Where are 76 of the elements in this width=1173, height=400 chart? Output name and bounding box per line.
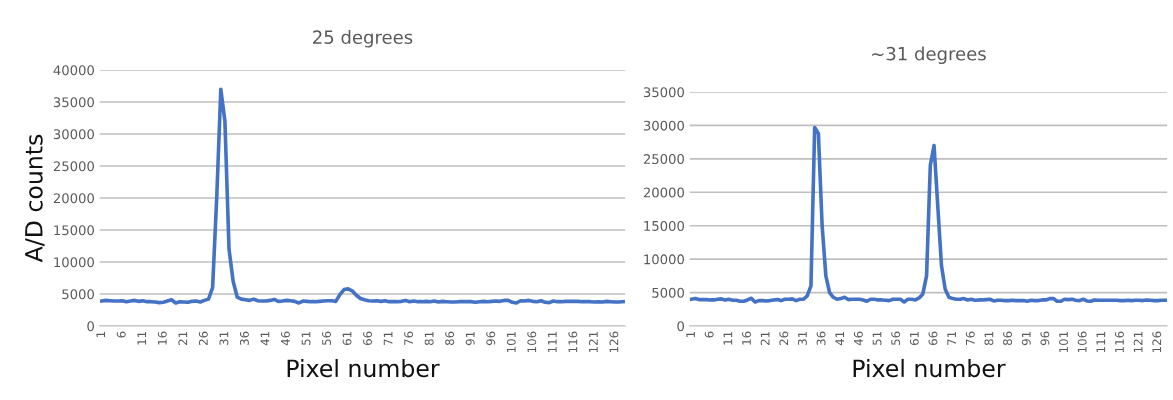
x-tick-label: 61 — [342, 331, 352, 346]
x-tick-label: 26 — [198, 331, 208, 346]
x-tick-label: 41 — [835, 331, 845, 346]
y-axis-title: A/D counts — [25, 134, 45, 263]
x-tick-label: 96 — [1040, 331, 1050, 346]
x-tick-label: 66 — [928, 331, 938, 346]
x-tick-label: 111 — [1096, 331, 1106, 353]
x-tick-label: 121 — [588, 331, 598, 353]
x-tick-label: 86 — [1003, 331, 1013, 346]
x-tick-label: 36 — [816, 331, 826, 345]
y-tick-label: 10000 — [54, 257, 94, 268]
y-tick-label: 0 — [677, 321, 684, 332]
x-tick-label: 71 — [947, 331, 956, 345]
x-tick-label: 81 — [424, 331, 434, 346]
x-tick-label: 71 — [383, 331, 393, 345]
x-tick-label: 101 — [1059, 331, 1068, 353]
y-tick-label: 30000 — [53, 129, 94, 140]
x-tick-label: 81 — [984, 331, 994, 346]
x-axis-title: Pixel number — [287, 358, 440, 378]
y-tick-label: 5000 — [652, 287, 684, 298]
y-tick-label: 20000 — [53, 193, 94, 204]
y-tick-label: 40000 — [53, 65, 94, 76]
y-tick-label: 25000 — [53, 161, 94, 172]
x-tick-label: 41 — [260, 331, 270, 346]
y-tick-label: 35000 — [643, 87, 684, 98]
x-tick-label: 36 — [239, 331, 249, 345]
x-tick-label: 126 — [1152, 331, 1162, 353]
x-tick-label: 61 — [909, 331, 919, 346]
line-series — [99, 87, 625, 305]
chart-title: ~31 degrees — [872, 46, 986, 65]
x-tick-label: 11 — [137, 331, 147, 345]
x-tick-label: 46 — [281, 331, 290, 346]
x-tick-label: 76 — [404, 331, 414, 345]
x-tick-label: 91 — [465, 331, 475, 346]
x-tick-label: 76 — [965, 331, 975, 345]
y-tick-label: 25000 — [643, 154, 684, 165]
x-tick-label: 26 — [779, 331, 789, 346]
x-tick-label: 126 — [609, 331, 619, 353]
x-tick-label: 51 — [872, 331, 882, 345]
x-tick-label: 106 — [1077, 331, 1087, 353]
y-tick-label: 15000 — [644, 220, 684, 231]
x-tick-label: 116 — [568, 331, 578, 353]
x-tick-label: 11 — [723, 331, 733, 345]
x-tick-label: 66 — [363, 331, 373, 346]
x-tick-label: 111 — [548, 331, 557, 353]
x-tick-label: 46 — [853, 331, 863, 346]
x-tick-label: 101 — [506, 331, 516, 353]
x-tick-label: 86 — [445, 331, 455, 346]
y-tick-label: 20000 — [643, 187, 684, 198]
y-tick-label: 10000 — [644, 254, 684, 265]
x-tick-label: 31 — [797, 331, 807, 345]
x-tick-label: 116 — [1115, 331, 1124, 353]
y-tick-label: 35000 — [53, 97, 94, 108]
x-tick-label: 16 — [157, 331, 167, 345]
y-tick-label: 0 — [87, 321, 94, 332]
line-series — [689, 125, 1168, 304]
y-tick-label: 30000 — [643, 120, 684, 131]
x-tick-label: 56 — [891, 331, 901, 345]
y-tick-label: 15000 — [54, 225, 94, 236]
x-tick-label: 51 — [301, 331, 311, 345]
x-tick-label: 16 — [742, 331, 751, 345]
x-tick-label: 56 — [322, 331, 331, 345]
x-tick-label: 21 — [178, 331, 188, 346]
chart-title: 25 degrees — [313, 30, 413, 48]
x-tick-label: 1 — [96, 331, 106, 338]
y-tick-label: 5000 — [62, 289, 94, 300]
x-tick-label: 21 — [760, 331, 770, 346]
x-tick-label: 6 — [116, 331, 126, 338]
x-tick-label: 96 — [486, 331, 496, 346]
x-tick-label: 121 — [1133, 331, 1143, 353]
x-tick-label: 106 — [527, 331, 537, 353]
x-axis-title: Pixel number — [853, 358, 1006, 378]
x-tick-label: 6 — [704, 331, 714, 338]
x-tick-label: 91 — [1021, 331, 1031, 346]
x-tick-label: 1 — [686, 331, 695, 338]
x-tick-label: 31 — [219, 331, 229, 345]
